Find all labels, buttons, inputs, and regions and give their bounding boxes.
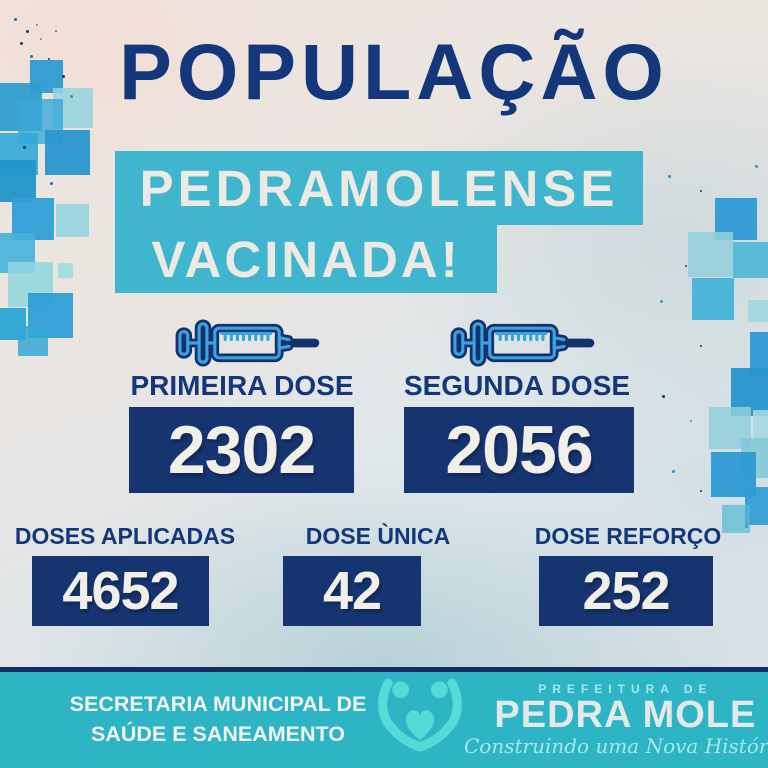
decor-dot	[26, 30, 29, 33]
banner-line-2: VACINADA!	[115, 225, 497, 293]
dose-value-segunda: 2056	[404, 407, 634, 493]
logo-supertitle: PREFEITURA DE	[538, 682, 713, 697]
decor-square	[745, 487, 768, 525]
logo-text: PREFEITURA DE PEDRA MOLE Construindo uma…	[464, 682, 768, 758]
decor-square	[722, 505, 750, 533]
stat-value-doses-aplicadas: 4652	[32, 556, 209, 626]
decor-square	[692, 278, 734, 320]
decor-square	[45, 130, 90, 175]
decor-square	[748, 300, 768, 322]
dose-value-primeira: 2302	[129, 407, 354, 493]
department-name: SECRETARIA MUNICIPAL DE SAÚDE E SANEAMEN…	[48, 689, 388, 749]
decor-dot	[660, 300, 663, 303]
decor-dot	[700, 345, 702, 347]
decor-dot	[700, 190, 702, 192]
decor-dot	[70, 95, 73, 98]
poster-title: POPULAÇÃO	[119, 27, 669, 116]
footer-divider	[0, 667, 768, 672]
decor-dot	[50, 182, 53, 185]
decor-dot	[668, 175, 671, 178]
dose-label-segunda: SEGUNDA DOSE	[403, 370, 631, 401]
decor-dot	[700, 490, 702, 492]
decor-dot	[662, 395, 665, 398]
decor-dot	[23, 146, 26, 149]
decor-dot	[672, 470, 675, 473]
syringe-icon	[175, 319, 320, 367]
decor-dot	[55, 30, 57, 32]
decor-dot	[755, 165, 758, 168]
stat-label-dose-reforco: DOSE REFORÇO	[534, 523, 722, 549]
decor-dot	[745, 525, 748, 528]
decor-square	[733, 242, 768, 278]
stat-value-dose-reforco: 252	[539, 556, 713, 626]
department-line-1: SECRETARIA MUNICIPAL DE	[69, 692, 367, 716]
decor-square	[58, 263, 73, 278]
footer: SECRETARIA MUNICIPAL DE SAÚDE E SANEAMEN…	[0, 672, 768, 768]
decor-square	[0, 160, 36, 202]
dose-label-primeira: PRIMEIRA DOSE	[130, 370, 354, 401]
stat-label-dose-unica: DOSE ÙNICA	[305, 523, 451, 549]
syringe-icon	[450, 319, 595, 367]
banner-line-1: PEDRAMOLENSE	[115, 151, 643, 225]
decor-dot	[48, 58, 50, 60]
logo-name: PEDRA MOLE	[494, 694, 757, 737]
stat-label-doses-aplicadas: DOSES APLICADAS	[14, 523, 236, 549]
decor-dot	[36, 24, 38, 26]
decor-dot	[30, 55, 33, 58]
logo-slogan: Construindo uma Nova História	[464, 733, 768, 758]
stat-value-dose-unica: 42	[283, 556, 421, 626]
decor-square	[18, 326, 48, 356]
decor-dot	[690, 420, 692, 422]
decor-square	[750, 332, 768, 377]
prefeitura-logo: PREFEITURA DE PEDRA MOLE Construindo uma…	[378, 678, 768, 762]
decor-square	[56, 204, 89, 237]
decor-dot	[20, 42, 23, 45]
department-line-2: SAÚDE E SANEAMENTO	[90, 722, 346, 747]
decor-dot	[685, 265, 687, 267]
people-heart-icon	[378, 678, 462, 752]
decor-dot	[14, 18, 17, 21]
decor-square	[688, 232, 733, 277]
decor-dot	[62, 75, 65, 78]
decor-dot	[40, 38, 42, 40]
